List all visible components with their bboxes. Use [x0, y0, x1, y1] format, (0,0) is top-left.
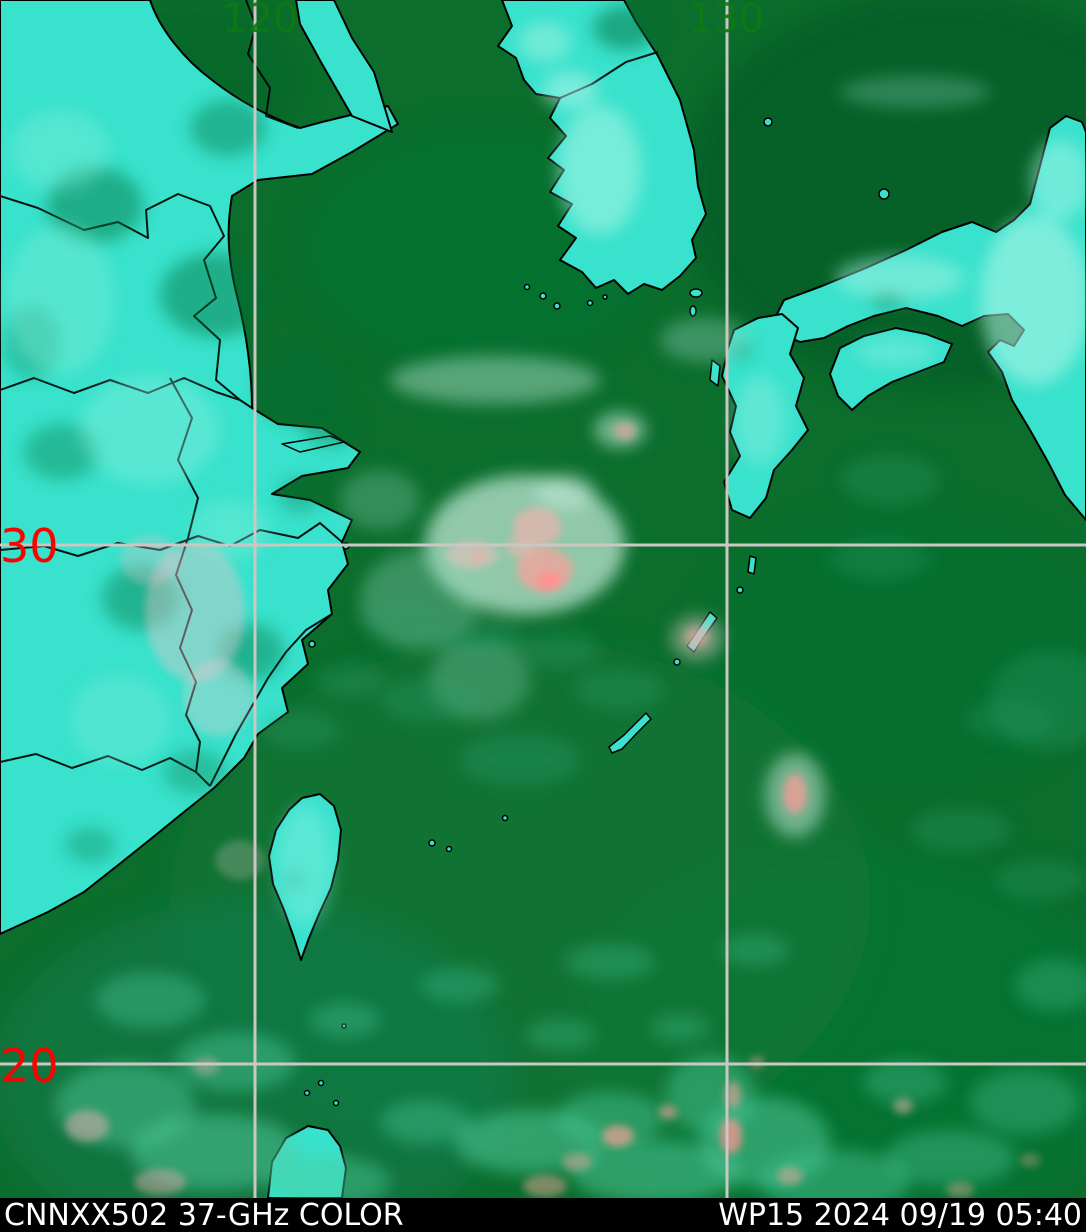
storm-time-label: WP15 2024 09/19 05:40: [718, 1198, 1082, 1232]
lon-label-130: 130: [688, 0, 764, 42]
land-light-mottle-layer: [5, 22, 1086, 925]
island-okinawa: [608, 712, 652, 754]
grid-labels: 120 130 30 20: [0, 0, 764, 1093]
cloud-pink-layer: [65, 422, 1040, 1198]
product-label: CNNXX502 37-GHz COLOR: [4, 1198, 404, 1232]
lat-label-30: 30: [0, 519, 59, 573]
lon-label-120: 120: [222, 0, 298, 42]
status-bar-background: [0, 1198, 1086, 1232]
gridlines-layer: [0, 0, 1086, 1198]
cloud-layer: [55, 76, 1086, 1214]
status-bar: CNNXX502 37-GHz COLOR WP15 2024 09/19 05…: [0, 1198, 1086, 1232]
landmass-liaodong-peninsula: [295, 0, 393, 133]
lat-label-20: 20: [0, 1039, 59, 1093]
